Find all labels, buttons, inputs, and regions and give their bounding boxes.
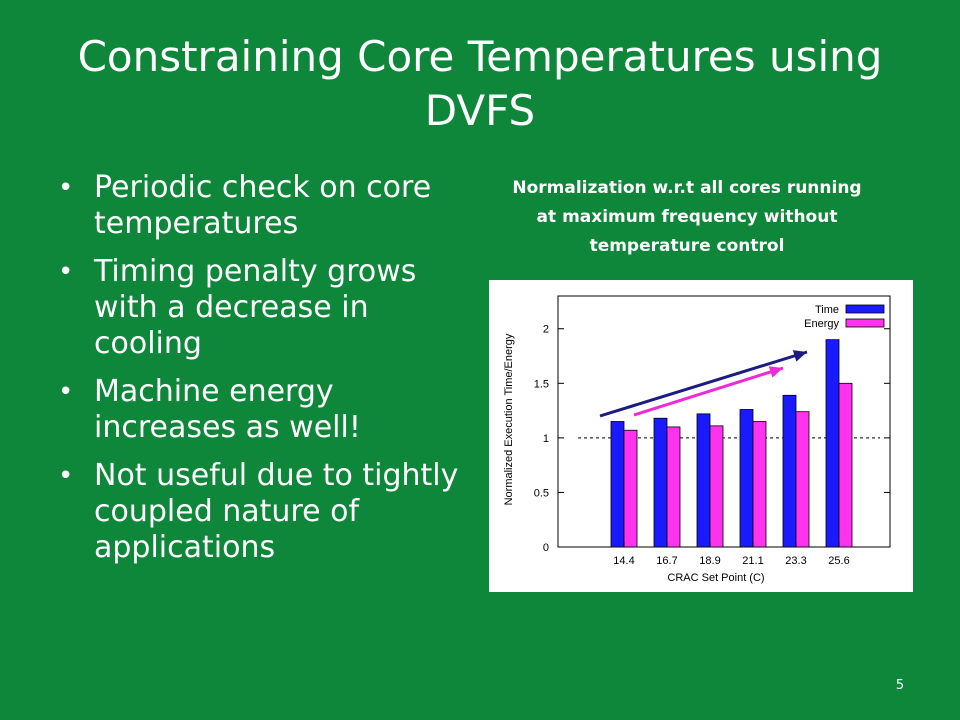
trend-arrow-time-head bbox=[792, 350, 807, 362]
slide-title: Constraining Core Temperatures using DVF… bbox=[77, 32, 883, 135]
bar-energy bbox=[838, 382, 853, 548]
x-tick-label: 16.7 bbox=[656, 555, 677, 567]
bar-energy bbox=[623, 429, 638, 548]
y-tick-label: 1.5 bbox=[534, 378, 549, 390]
x-tick-label: 18.9 bbox=[699, 555, 720, 567]
trend-arrow-energy bbox=[633, 366, 784, 417]
bullet-icon: • bbox=[58, 377, 74, 407]
y-tick-label: 0 bbox=[543, 542, 549, 554]
bar-chart: 0 0.5 1 1.5 2 14.4 16.7 18.9 21.1 23.3 25.6 CRAC Se… bbox=[503, 295, 891, 584]
bullet-icon: • bbox=[58, 173, 74, 203]
legend-label: Time bbox=[815, 304, 839, 316]
bullet-icon: • bbox=[58, 461, 74, 491]
bullet-item: • Machine energy increases as well! bbox=[58, 374, 478, 446]
bullet-icon: • bbox=[58, 257, 74, 287]
bar-time bbox=[782, 394, 797, 548]
y-tick-label: 1 bbox=[543, 433, 549, 445]
x-tick-label: 14.4 bbox=[613, 555, 634, 567]
bar-energy bbox=[795, 411, 810, 548]
y-tick-label: 2 bbox=[543, 324, 549, 336]
bullet-text: Timing penalty grows with a decrease in … bbox=[94, 254, 417, 361]
plot-frame bbox=[557, 295, 891, 548]
bullet-item: • Timing penalty grows with a decrease in… bbox=[58, 254, 478, 362]
chart-panel: 0 0.5 1 1.5 2 14.4 16.7 18.9 21.1 23.3 25.6 CRAC Se… bbox=[489, 280, 913, 592]
trend-arrow-energy-head bbox=[768, 366, 783, 378]
y-tick-label: 0.5 bbox=[534, 487, 549, 499]
bullet-text: Periodic check on core temperatures bbox=[94, 170, 432, 241]
page-number: 5 bbox=[895, 678, 905, 693]
bar-energy bbox=[752, 421, 767, 548]
bullet-item: • Periodic check on core temperatures bbox=[58, 170, 478, 242]
normalization-note: Normalization w.r.t all cores running at… bbox=[512, 178, 862, 256]
legend-label: Energy bbox=[804, 318, 839, 330]
bullet-item: • Not useful due to tightly coupled natur… bbox=[58, 458, 478, 566]
bar-time bbox=[696, 413, 711, 548]
bar-time bbox=[610, 421, 625, 548]
bar-time bbox=[825, 339, 840, 548]
bar-energy bbox=[709, 425, 724, 548]
x-tick-label: 23.3 bbox=[785, 555, 806, 567]
bar-time bbox=[653, 417, 668, 548]
bar-time bbox=[739, 409, 754, 548]
legend-swatch-energy bbox=[845, 318, 885, 328]
x-axis-label: CRAC Set Point (C) bbox=[667, 572, 764, 584]
x-tick-label: 21.1 bbox=[742, 555, 763, 567]
bullet-list: • Periodic check on core temperatures • Ti… bbox=[58, 170, 478, 578]
y-axis-label: Normalized Execution Time/Energy bbox=[503, 333, 515, 505]
x-tick-label: 25.6 bbox=[828, 555, 849, 567]
legend-swatch-time bbox=[845, 304, 885, 314]
bullet-text: Not useful due to tightly coupled nature… bbox=[94, 458, 459, 565]
bullet-text: Machine energy increases as well! bbox=[94, 374, 361, 445]
bar-energy bbox=[666, 426, 681, 548]
trend-arrow-time bbox=[599, 350, 808, 418]
